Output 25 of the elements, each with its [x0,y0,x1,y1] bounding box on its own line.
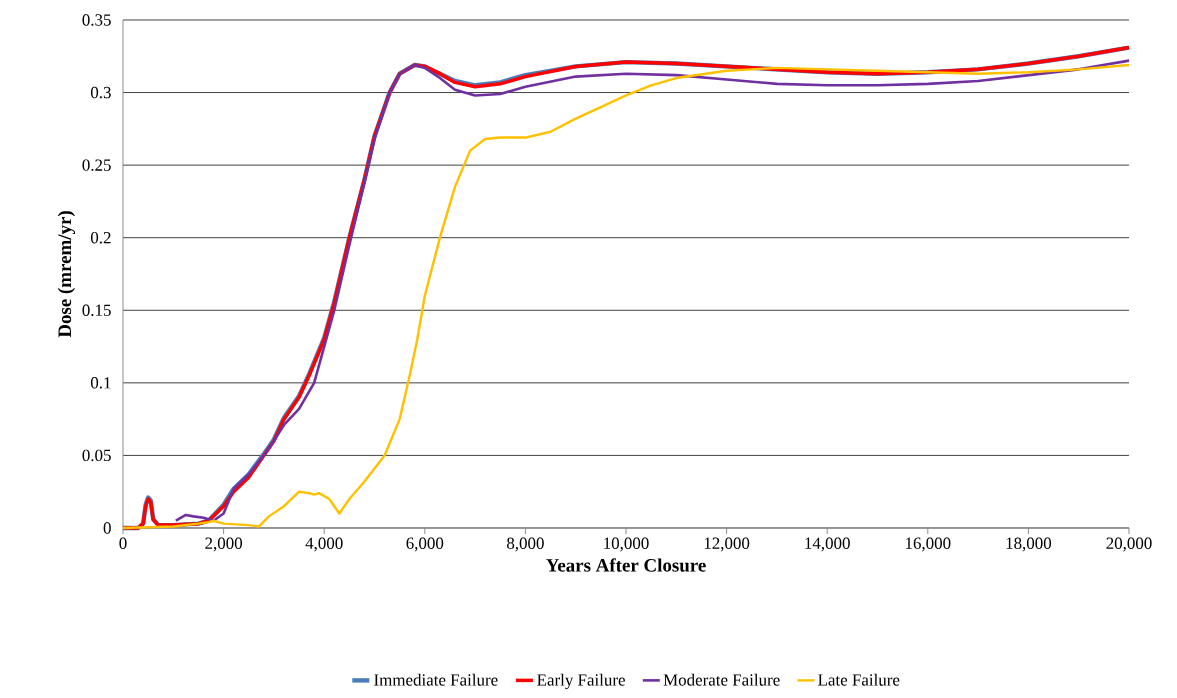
x-tick-label: 18,000 [1006,537,1052,552]
x-tick-label: 8,000 [507,537,544,552]
y-tick-label: 0.15 [82,304,111,317]
legend-label: Late Failure [818,673,900,686]
x-tick-label: 4,000 [305,537,343,552]
legend-label: Early Failure [537,673,625,690]
y-tick-label: 0.35 [82,14,111,26]
y-tick-label: 0.1 [90,377,111,389]
x-tick-label: 0 [119,537,127,549]
x-tick-label: 10,000 [604,537,649,552]
x-tick-label: 20,000 [1106,537,1152,552]
x-tick-label: 2,000 [205,537,243,552]
x-tick-label: 12,000 [704,537,750,552]
y-tick-label: 0 [103,522,111,534]
x-tick-label: 14,000 [805,537,850,552]
x-axis-title: Years After Closure [546,558,706,572]
y-tick-label: 0.2 [90,231,111,244]
legend-label: Immediate Failure [374,673,498,686]
legend-label: Moderate Failure [663,673,780,686]
y-tick-label: 0.3 [90,86,111,99]
x-tick-label: 16,000 [906,537,951,552]
y-axis-title: Dose (mrem/yr) [57,211,75,338]
y-tick-label: 0.25 [82,159,111,171]
x-tick-label: 6,000 [406,537,444,552]
y-tick-label: 0.05 [82,449,111,462]
